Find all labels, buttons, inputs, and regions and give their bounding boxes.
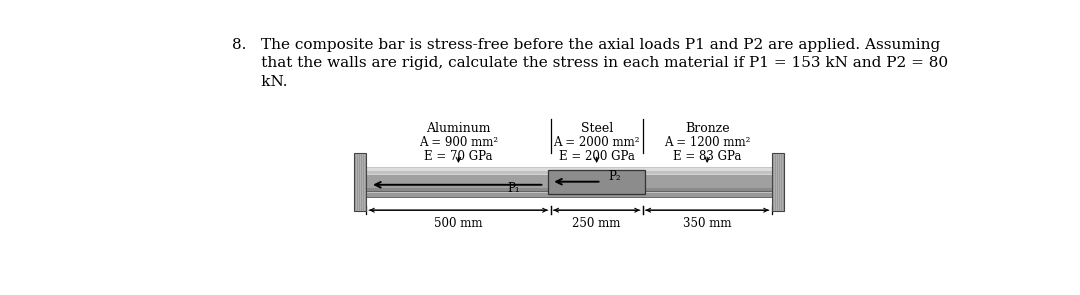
- Text: E = 83 GPa: E = 83 GPa: [673, 150, 741, 163]
- Text: A = 900 mm²: A = 900 mm²: [419, 136, 498, 149]
- Text: P₂: P₂: [608, 170, 621, 183]
- Text: kN.: kN.: [232, 75, 287, 89]
- Text: that the walls are rigid, calculate the stress in each material if P1 = 153 kN a: that the walls are rigid, calculate the …: [232, 56, 948, 70]
- Text: A = 2000 mm²: A = 2000 mm²: [553, 136, 639, 149]
- Bar: [366, 193, 772, 197]
- Bar: [366, 167, 772, 197]
- Bar: [366, 188, 772, 191]
- Text: A = 1200 mm²: A = 1200 mm²: [664, 136, 751, 149]
- Bar: [366, 167, 772, 171]
- Text: Steel: Steel: [581, 122, 612, 135]
- Bar: [366, 173, 772, 191]
- Text: Aluminum: Aluminum: [427, 122, 490, 135]
- Text: 350 mm: 350 mm: [683, 217, 731, 230]
- Text: Bronze: Bronze: [685, 122, 729, 135]
- Text: 250 mm: 250 mm: [572, 217, 621, 230]
- Bar: [772, 153, 784, 211]
- Text: 500 mm: 500 mm: [434, 217, 483, 230]
- Bar: [353, 153, 366, 211]
- Text: E = 70 GPa: E = 70 GPa: [424, 150, 492, 163]
- Bar: [366, 173, 772, 175]
- Text: 8.   The composite bar is stress-free before the axial loads P1 and P2 are appli: 8. The composite bar is stress-free befo…: [232, 38, 940, 52]
- Text: P₁: P₁: [508, 182, 519, 195]
- Text: E = 200 GPa: E = 200 GPa: [558, 150, 635, 163]
- Bar: [549, 170, 645, 194]
